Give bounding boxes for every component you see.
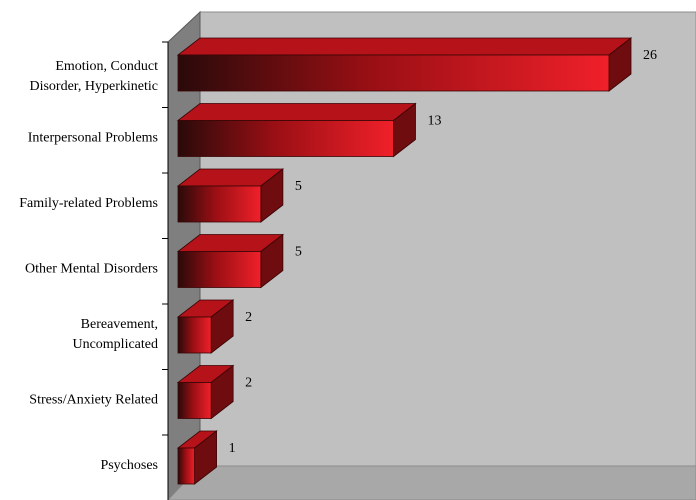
bar-front-face [177,54,610,92]
bar [176,430,218,485]
category-label-line: Bereavement, [81,317,158,332]
category-labels: Emotion, Conduct Disorder, Hyperkinetic In… [19,59,158,473]
category-label: Emotion, Conduct Disorder, Hyperkinetic [29,59,158,94]
category-label-line: Family-related Problems [19,196,158,211]
category-label-line: Stress/Anxiety Related [29,393,158,408]
bar-front-face [177,382,212,419]
bar-top-face [176,37,633,56]
data-label: 2 [245,310,252,325]
category-label: Family-related Problems [19,196,158,211]
data-label: 2 [245,376,252,391]
category-label: Interpersonal Problems [28,131,158,146]
category-label-line: Disorder, Hyperkinetic [29,79,158,94]
bar-front-face [177,120,394,157]
bar [176,168,285,223]
category-label-line: Psychoses [100,458,158,473]
bar-front-face [177,447,195,485]
category-label: Bereavement, Uncomplicated [72,317,158,352]
bars [176,37,633,485]
bar [176,102,417,158]
category-label: Psychoses [100,458,158,473]
data-label: 5 [295,245,302,260]
data-label: 5 [295,179,302,194]
category-label: Stress/Anxiety Related [29,393,158,408]
category-label: Other Mental Disorders [25,262,158,277]
bar [176,364,235,420]
data-label: 26 [643,48,657,63]
bar [176,233,285,289]
category-axis [162,41,169,500]
bar-front-face [177,316,212,354]
bar [176,37,633,92]
bar-top-face [176,103,417,121]
data-label: 1 [229,441,236,456]
floor [167,465,696,500]
category-label-line: Uncomplicated [72,337,158,352]
bar-front-face [177,185,262,223]
data-label: 13 [428,114,442,129]
value-labels: 26 13 5 5 2 2 1 [229,48,657,456]
category-label-line: Other Mental Disorders [25,262,158,277]
bar [176,299,235,354]
category-label-line: Interpersonal Problems [28,131,158,146]
bar-front-face [177,251,262,288]
category-label-line: Emotion, Conduct [55,59,158,74]
